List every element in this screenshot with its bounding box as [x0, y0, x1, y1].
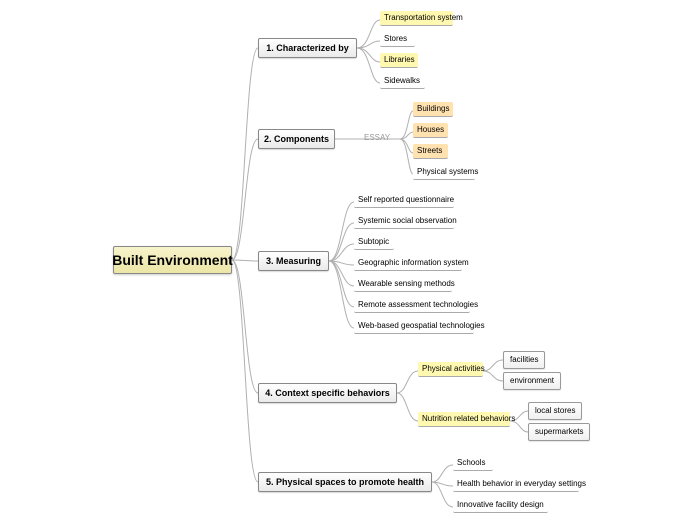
- leaf-schools[interactable]: Schools: [453, 456, 493, 471]
- leaf-innovative-design[interactable]: Innovative facility design: [453, 498, 548, 513]
- leaf-buildings[interactable]: Buildings: [413, 102, 453, 117]
- leaf-physical-systems[interactable]: Physical systems: [413, 165, 475, 180]
- branch-measuring[interactable]: 3. Measuring: [258, 251, 329, 271]
- leaf-health-behavior[interactable]: Health behavior in everyday settings: [453, 477, 579, 492]
- leaf-wearable[interactable]: Wearable sensing methods: [354, 277, 452, 292]
- branch-label: 4. Context specific behaviors: [265, 388, 390, 399]
- annot-essay: ESSAY: [364, 133, 390, 143]
- leaf-sidewalks[interactable]: Sidewalks: [380, 74, 425, 89]
- leaf-srq[interactable]: Self reported questionnaire: [354, 193, 454, 208]
- leaf-remote[interactable]: Remote assessment technologies: [354, 298, 470, 313]
- branch-characterized[interactable]: 1. Characterized by: [258, 38, 357, 58]
- branch-components[interactable]: 2. Components: [258, 129, 335, 149]
- mid-nutrition[interactable]: Nutrition related behaviors: [418, 412, 510, 427]
- root-label: Built Environment: [112, 252, 233, 269]
- connectors-svg: [0, 0, 696, 520]
- leaf-facilities[interactable]: facilities: [503, 351, 545, 369]
- leaf-local-stores[interactable]: local stores: [528, 402, 582, 420]
- leaf-webgeo[interactable]: Web-based geospatial technologies: [354, 319, 474, 334]
- branch-physical-spaces[interactable]: 5. Physical spaces to promote health: [258, 472, 432, 492]
- branch-label: 2. Components: [264, 134, 329, 145]
- leaf-sso[interactable]: Systemic social observation: [354, 214, 454, 229]
- leaf-gis[interactable]: Geographic information system: [354, 256, 462, 271]
- leaf-environment[interactable]: environment: [503, 372, 561, 390]
- branch-context-behaviors[interactable]: 4. Context specific behaviors: [258, 383, 397, 403]
- leaf-houses[interactable]: Houses: [413, 123, 448, 138]
- branch-label: 5. Physical spaces to promote health: [266, 477, 424, 488]
- leaf-stores[interactable]: Stores: [380, 32, 415, 47]
- leaf-streets[interactable]: Streets: [413, 144, 448, 159]
- branch-label: 3. Measuring: [266, 256, 321, 267]
- mindmap-canvas: Built Environment 1. Characterized by Tr…: [0, 0, 696, 520]
- branch-label: 1. Characterized by: [266, 43, 349, 54]
- leaf-libraries[interactable]: Libraries: [380, 53, 418, 68]
- leaf-transportation[interactable]: Transportation system: [380, 11, 453, 26]
- mid-physical-activities[interactable]: Physical activities: [418, 362, 483, 377]
- root-node[interactable]: Built Environment: [113, 246, 232, 274]
- leaf-supermarkets[interactable]: supermarkets: [528, 423, 590, 441]
- leaf-subtopic[interactable]: Subtopic: [354, 235, 394, 250]
